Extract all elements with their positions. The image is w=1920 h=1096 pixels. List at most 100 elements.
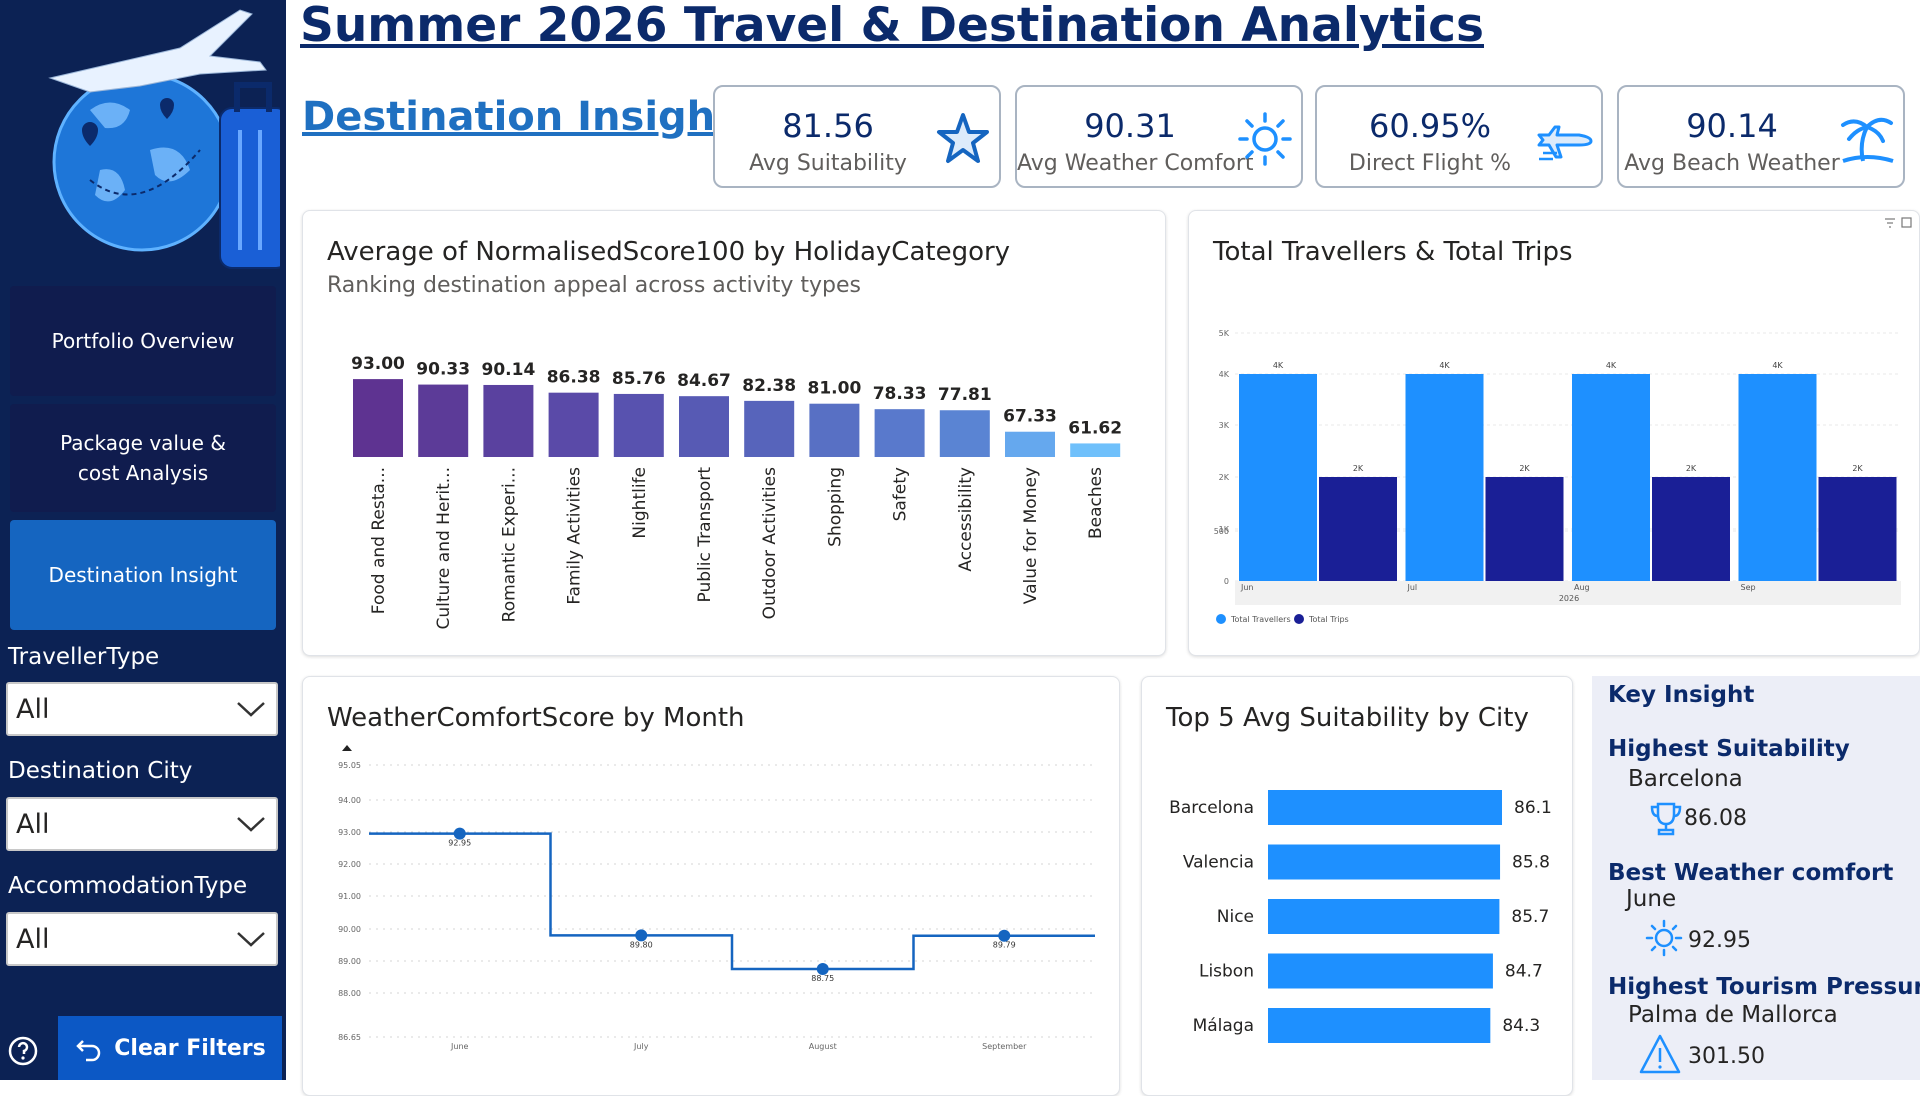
x-tick-label: July bbox=[633, 1042, 649, 1051]
bar-value-label: 61.62 bbox=[1068, 418, 1122, 438]
travellers-trips-chart-card: Total Travellers & Total Trips 0 500 1K 2K 3… bbox=[1188, 210, 1920, 656]
sidebar: Portfolio Overview Package value & cost … bbox=[0, 0, 286, 1080]
bar-value-label: 4K bbox=[1273, 361, 1284, 370]
bar-value-label: 86.38 bbox=[547, 368, 601, 388]
holiday-category-bar-chart[interactable]: 93.00 Food and Resta... 90.33 Culture and H… bbox=[303, 211, 1165, 655]
bar-value-label: 4K bbox=[1772, 361, 1783, 370]
y-tick-label: 90.00 bbox=[338, 925, 361, 934]
trophy-icon bbox=[1650, 802, 1682, 836]
kpi-label: Avg Suitability bbox=[749, 151, 907, 176]
kpi-value: 60.95% bbox=[1368, 107, 1491, 145]
y-tick-label: 86.65 bbox=[338, 1033, 361, 1042]
bar-5 bbox=[679, 396, 729, 457]
bar-value-label: 77.81 bbox=[938, 385, 992, 405]
visual-header-icons[interactable] bbox=[1883, 215, 1913, 231]
y-tick-label: 4K bbox=[1219, 370, 1230, 379]
x-tick-label: Aug bbox=[1574, 583, 1590, 592]
clear-filters-button[interactable]: Clear Filters bbox=[58, 1016, 282, 1080]
bar-travellers-2 bbox=[1572, 374, 1650, 581]
kpi-value: 90.31 bbox=[1084, 107, 1176, 145]
city-label: Barcelona bbox=[1169, 798, 1254, 818]
x-group-label: 2026 bbox=[1559, 594, 1579, 603]
x-tick-label: June bbox=[450, 1042, 469, 1051]
sun-icon bbox=[1238, 112, 1292, 166]
kpi-label: Avg Beach Weather bbox=[1624, 151, 1840, 176]
travel-logo bbox=[48, 9, 280, 269]
bar-travellers-0 bbox=[1239, 374, 1317, 581]
category-label: Culture and Herit... bbox=[434, 467, 454, 630]
bar-9 bbox=[939, 410, 990, 457]
city-label: Nice bbox=[1217, 907, 1254, 927]
palm-tree-icon bbox=[1841, 117, 1894, 163]
y-tick-label: 93.00 bbox=[338, 828, 361, 837]
bar-2 bbox=[483, 384, 534, 457]
bar-value-label: 90.33 bbox=[416, 360, 470, 380]
x-tick-label: Jul bbox=[1407, 583, 1418, 592]
key-insight-panel: Key Insight Highest Suitability Barcelon… bbox=[1592, 676, 1920, 1080]
data-point bbox=[998, 929, 1011, 942]
insight-title: Key Insight bbox=[1608, 682, 1755, 708]
top-cities-bar-chart[interactable]: Barcelona 86.1 Valencia 85.8 Nice 85.7 Lisbon 8… bbox=[1142, 677, 1572, 1081]
category-label: Food and Resta... bbox=[369, 467, 389, 614]
y-tick-label: 500 bbox=[1214, 527, 1229, 536]
category-label: Public Transport bbox=[695, 467, 715, 603]
bar-trips-0 bbox=[1319, 477, 1397, 581]
bar-0 bbox=[353, 379, 403, 457]
data-point bbox=[816, 963, 829, 975]
category-label: Shopping bbox=[825, 467, 845, 547]
weather-comfort-line-chart[interactable]: 86.65 88.00 89.00 90.00 91.00 92.00 93.00 94.00… bbox=[303, 677, 1119, 1081]
y-tick-label: 91.00 bbox=[338, 892, 361, 901]
bar-value-label: 67.33 bbox=[1003, 407, 1057, 427]
y-tick-label: 95.05 bbox=[338, 761, 361, 770]
bar-10 bbox=[1005, 431, 1055, 457]
nav-package-value-cost[interactable]: Package value & cost Analysis bbox=[10, 404, 276, 512]
bar-2 bbox=[1268, 899, 1500, 934]
insight-subject: Palma de Mallorca bbox=[1628, 1002, 1838, 1028]
weather-line bbox=[369, 832, 1095, 971]
bar-value-label: 2K bbox=[1519, 464, 1530, 473]
nav-destination-insight[interactable]: Destination Insight bbox=[10, 520, 276, 630]
legend-label: Total Trips bbox=[1308, 615, 1349, 624]
data-point bbox=[635, 929, 648, 942]
bar-value-label: 90.14 bbox=[482, 360, 536, 380]
kpi-label: Direct Flight % bbox=[1348, 151, 1512, 176]
airplane-icon bbox=[1537, 125, 1593, 161]
chevron-down-icon bbox=[237, 932, 265, 947]
y-tick-label: 0 bbox=[1224, 577, 1229, 586]
warning-icon bbox=[1639, 1034, 1681, 1074]
bar-value-label: 85.76 bbox=[612, 369, 666, 389]
legend-marker bbox=[1216, 614, 1226, 624]
accommodation-type-dropdown[interactable]: All bbox=[6, 912, 278, 966]
category-label: Beaches bbox=[1086, 467, 1106, 539]
bar-6 bbox=[744, 400, 795, 457]
insight-subject: June bbox=[1626, 886, 1677, 912]
traveller-type-dropdown[interactable]: All bbox=[6, 682, 278, 736]
page-title: Summer 2026 Travel & Destination Analyti… bbox=[300, 0, 1484, 53]
data-label: 89.79 bbox=[993, 941, 1016, 950]
bar-11 bbox=[1070, 443, 1121, 457]
category-label: Outdoor Activities bbox=[760, 467, 780, 620]
chart-title: Total Travellers & Total Trips bbox=[1213, 237, 1573, 267]
bar-value-label: 4K bbox=[1439, 361, 1450, 370]
star-icon bbox=[937, 113, 989, 163]
bar-7 bbox=[809, 403, 860, 457]
chart-subtitle: Ranking destination appeal across activi… bbox=[327, 273, 861, 298]
insight-value: 301.50 bbox=[1688, 1044, 1765, 1069]
destination-city-dropdown[interactable]: All bbox=[6, 797, 278, 851]
x-tick-label: August bbox=[809, 1042, 837, 1051]
bar-trips-3 bbox=[1818, 477, 1897, 581]
insight-value: 92.95 bbox=[1688, 928, 1751, 953]
nav-portfolio-overview[interactable]: Portfolio Overview bbox=[10, 286, 276, 396]
bar-value-label: 4K bbox=[1606, 361, 1617, 370]
drill-up-icon bbox=[342, 745, 352, 751]
help-icon[interactable] bbox=[8, 1036, 38, 1066]
category-label: Romantic Experi... bbox=[499, 467, 519, 622]
insight-heading: Highest Tourism Pressure bbox=[1608, 974, 1920, 1000]
bar-value-label: 2K bbox=[1686, 464, 1697, 473]
bar-trips-1 bbox=[1485, 477, 1564, 581]
city-label: Lisbon bbox=[1199, 962, 1254, 982]
page-subtitle[interactable]: Destination Insight bbox=[302, 94, 735, 140]
kpi-avg-beach-weather: 90.14 Avg Beach Weather bbox=[1617, 85, 1905, 188]
bar-3 bbox=[548, 392, 599, 457]
